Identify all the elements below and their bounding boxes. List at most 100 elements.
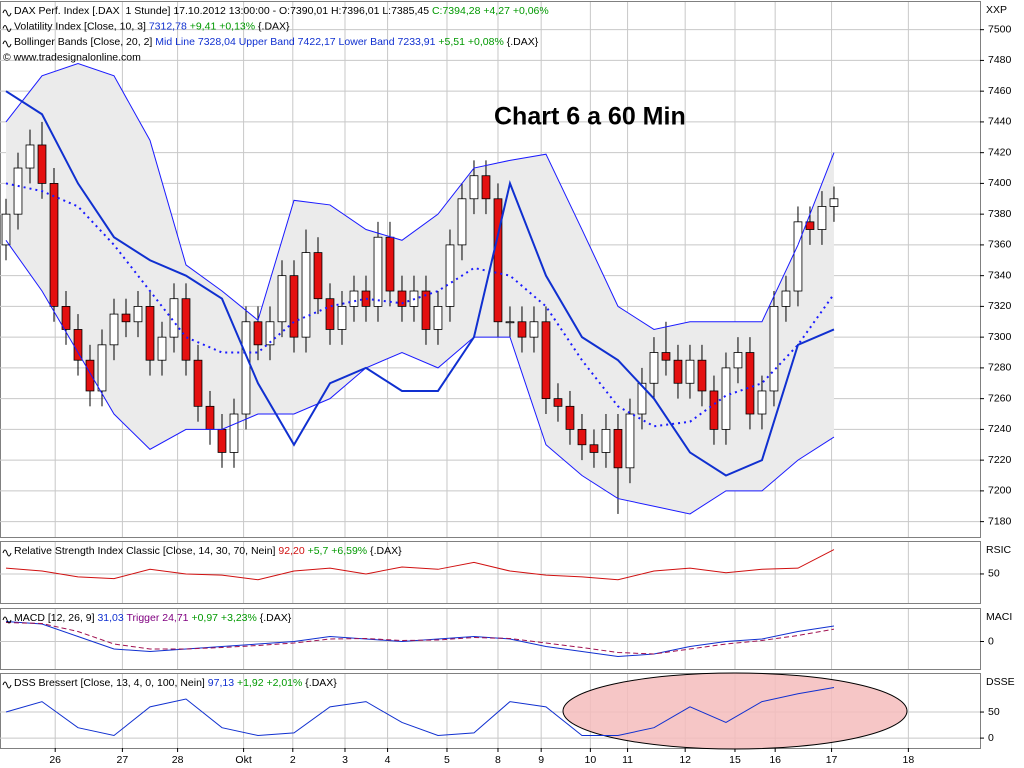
- legend-text: Volatility Index [Close, 10, 3]: [14, 20, 149, 32]
- candle-body: [481, 175, 491, 200]
- candle-body: [289, 275, 299, 338]
- indicator-icon: [2, 9, 12, 17]
- y-tick-label: 7460: [988, 85, 1012, 97]
- rsi-panel: [0, 541, 981, 604]
- legend-text: MACD [12, 26, 9]: [14, 612, 97, 624]
- candle-body: [529, 321, 539, 338]
- candle-body: [217, 428, 227, 453]
- candle-body: [421, 290, 431, 330]
- indicator-line: [5, 549, 835, 581]
- x-tick-label: 8: [495, 754, 501, 766]
- candle-body: [613, 428, 623, 469]
- candle-body: [697, 359, 707, 392]
- axis-label: DSSE: [986, 676, 1015, 688]
- candle-body: [277, 275, 287, 323]
- y-tick-label: 50: [988, 706, 1000, 718]
- legend-text: Relative Strength Index Classic [Close, …: [14, 545, 278, 557]
- legend-line: Volatility Index [Close, 10, 3] 7312,78 …: [14, 20, 290, 32]
- candle-body: [373, 236, 383, 307]
- candle-body: [757, 390, 767, 415]
- candle-body: [385, 236, 395, 292]
- indicator-line: [5, 622, 835, 655]
- y-tick-label: 7340: [988, 269, 1012, 281]
- x-tick-label: 9: [538, 754, 544, 766]
- macd-panel: [0, 608, 981, 670]
- candle-body: [589, 444, 599, 453]
- candle-body: [577, 428, 587, 446]
- y-tick-label: 7360: [988, 239, 1012, 251]
- y-tick-label: 7180: [988, 515, 1012, 527]
- candle-body: [661, 352, 671, 361]
- legend-text: +9,41 +0,13%: [187, 20, 255, 32]
- x-tick-label: 11: [622, 754, 633, 766]
- indicator-icon: [2, 549, 12, 557]
- candle-body: [301, 252, 311, 338]
- indicator-line: [5, 62, 835, 330]
- x-tick-label: 26: [49, 754, 61, 766]
- candle-body: [25, 144, 35, 169]
- axis-label: RSIC: [986, 544, 1012, 556]
- candle-body: [349, 290, 359, 307]
- indicator-line: [5, 687, 835, 737]
- candle-body: [733, 352, 743, 369]
- candle-body: [49, 183, 59, 307]
- legend-text: +5,51 +0,08%: [435, 36, 503, 48]
- candle-body: [337, 305, 347, 330]
- candle-body: [829, 198, 839, 207]
- candle-body: [637, 382, 647, 415]
- candle-body: [625, 413, 635, 469]
- y-tick-label: 0: [988, 635, 994, 647]
- legend-line: DAX Perf. Index [.DAX 1 Stunde] 17.10.20…: [14, 5, 549, 17]
- y-tick-label: 7240: [988, 423, 1012, 435]
- y-tick-label: 7420: [988, 146, 1012, 158]
- candle-body: [37, 144, 47, 184]
- candle-body: [781, 290, 791, 307]
- band-fill: [5, 63, 834, 514]
- y-tick-label: 7200: [988, 485, 1012, 497]
- indicator-icon: [2, 25, 12, 32]
- candle-body: [157, 336, 167, 361]
- candle-body: [145, 305, 155, 361]
- candle-body: [565, 405, 575, 430]
- candle-body: [817, 206, 827, 230]
- legend-text: 92,20: [278, 545, 304, 557]
- candle-body: [13, 167, 23, 215]
- labels: 26 27 28 Okt 2 3 4 5 8 9 10 11 12 15 16 17 18 7180 7200 722…: [2, 4, 1015, 766]
- y-tick-label: 7500: [988, 23, 1012, 35]
- candle-body: [673, 359, 683, 384]
- y-tick-label: 7440: [988, 116, 1012, 128]
- indicator-icon: [2, 616, 12, 624]
- x-tick-label: 10: [585, 754, 597, 766]
- x-tick-label: 12: [679, 754, 691, 766]
- candle-body: [181, 298, 191, 361]
- candle-body: [721, 367, 731, 430]
- legend-line: © www.tradesignalonline.com: [3, 51, 141, 63]
- y-tick-label: 50: [988, 568, 1000, 580]
- y-tick-label: 7380: [988, 208, 1012, 220]
- legend-text: 31,03: [97, 612, 123, 624]
- candle-body: [769, 305, 779, 392]
- dss-marks: [5, 687, 835, 737]
- legend-text: +1,92 +2,01%: [234, 677, 302, 689]
- axis-label: MACI: [986, 611, 1012, 623]
- candle-body: [85, 359, 95, 392]
- candle-body: [241, 321, 251, 415]
- y-tick-label: 7480: [988, 54, 1012, 66]
- x-tick-label: 16: [769, 754, 781, 766]
- legend-text: 7312,78: [149, 20, 187, 32]
- candle-body: [109, 313, 119, 346]
- candle-body: [541, 321, 551, 400]
- candle-body: [649, 352, 659, 384]
- candle-body: [457, 198, 467, 246]
- legend-text: {.DAX}: [257, 612, 292, 624]
- candle-body: [325, 298, 335, 330]
- candle-body: [253, 321, 263, 346]
- legend-text: 97,13: [208, 677, 234, 689]
- candle-body: [469, 175, 479, 200]
- axis-label: XXP: [986, 4, 1007, 16]
- x-tick-label: 5: [444, 754, 450, 766]
- candle-body: [553, 398, 563, 407]
- candle-body: [685, 359, 695, 384]
- legend-text: DSS Bressert [Close, 13, 4, 0, 100, Nein…: [14, 677, 208, 689]
- legend-text: {.DAX}: [302, 677, 337, 689]
